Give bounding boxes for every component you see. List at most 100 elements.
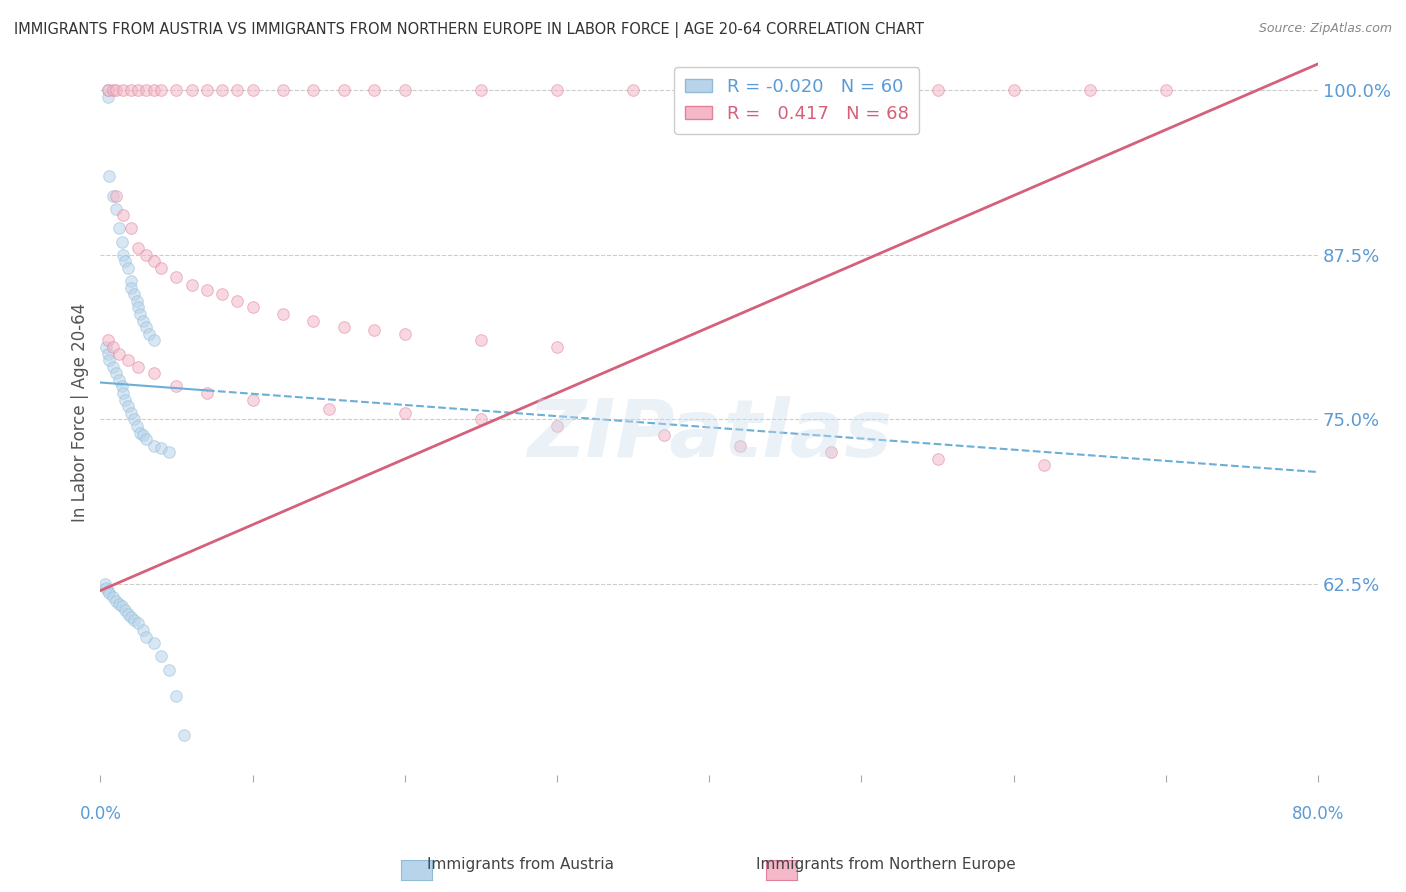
Point xyxy=(211,83,233,97)
Point xyxy=(135,248,157,262)
Point xyxy=(150,83,173,97)
Point xyxy=(112,386,135,401)
Point xyxy=(470,412,492,426)
Point xyxy=(101,83,124,97)
Point xyxy=(166,270,188,285)
Point xyxy=(101,188,124,202)
Point xyxy=(142,334,165,348)
Point xyxy=(98,169,121,183)
Point xyxy=(111,235,134,249)
Point xyxy=(120,610,142,624)
Point xyxy=(120,274,142,288)
Point xyxy=(226,83,249,97)
Point xyxy=(97,89,120,103)
Point xyxy=(927,451,949,466)
Point xyxy=(135,432,157,446)
Point xyxy=(104,202,127,216)
Point xyxy=(120,281,142,295)
Point xyxy=(363,323,385,337)
Point xyxy=(546,419,568,434)
Point xyxy=(94,577,117,591)
Point xyxy=(98,586,121,600)
Point xyxy=(211,287,233,301)
Point xyxy=(333,320,356,334)
Point xyxy=(127,616,149,631)
Point xyxy=(104,366,127,380)
Point xyxy=(127,241,149,255)
Point xyxy=(166,689,188,703)
Point xyxy=(150,442,173,456)
Point xyxy=(546,340,568,354)
Text: 80.0%: 80.0% xyxy=(1292,805,1344,823)
Point xyxy=(138,326,160,341)
Point xyxy=(111,379,134,393)
Point xyxy=(142,636,165,650)
Point xyxy=(697,83,720,97)
Point xyxy=(195,283,218,297)
Point xyxy=(117,353,139,368)
Point xyxy=(96,340,118,354)
Point xyxy=(394,83,416,97)
Point xyxy=(318,401,340,416)
Text: ZIPatlas: ZIPatlas xyxy=(527,395,891,474)
Point xyxy=(117,607,139,622)
Point xyxy=(97,83,120,97)
Point xyxy=(1033,458,1056,473)
Point xyxy=(107,597,129,611)
Point xyxy=(117,260,139,275)
Point xyxy=(112,248,135,262)
Point xyxy=(132,428,155,442)
Point xyxy=(166,83,188,97)
Point xyxy=(173,728,195,742)
Point xyxy=(242,301,264,315)
Point xyxy=(166,379,188,393)
Point xyxy=(114,254,136,268)
Point xyxy=(101,340,124,354)
Point xyxy=(135,630,157,644)
Point xyxy=(122,613,145,627)
Text: Immigrants from Austria: Immigrants from Austria xyxy=(426,857,614,872)
Point xyxy=(97,346,120,360)
Point xyxy=(122,412,145,426)
Point xyxy=(107,373,129,387)
Point xyxy=(652,428,675,442)
Point xyxy=(114,392,136,407)
Legend: R = -0.020   N = 60, R =   0.417   N = 68: R = -0.020 N = 60, R = 0.417 N = 68 xyxy=(675,67,920,134)
Point xyxy=(363,83,385,97)
Point xyxy=(470,83,492,97)
Point xyxy=(97,583,120,598)
Point xyxy=(195,83,218,97)
Point xyxy=(135,83,157,97)
Point xyxy=(120,83,142,97)
Point xyxy=(271,83,294,97)
Text: Source: ZipAtlas.com: Source: ZipAtlas.com xyxy=(1258,22,1392,36)
Point xyxy=(129,307,152,321)
Point xyxy=(125,293,148,308)
Text: 0.0%: 0.0% xyxy=(79,805,121,823)
Point xyxy=(104,594,127,608)
Point xyxy=(104,83,127,97)
Point xyxy=(112,83,135,97)
Point xyxy=(132,313,155,327)
Point xyxy=(180,278,202,293)
Point xyxy=(142,83,165,97)
Text: Immigrants from Northern Europe: Immigrants from Northern Europe xyxy=(756,857,1015,872)
Point xyxy=(394,326,416,341)
Point xyxy=(132,623,155,637)
Point xyxy=(117,399,139,413)
Point xyxy=(1078,83,1101,97)
Point xyxy=(97,83,120,97)
Point xyxy=(122,287,145,301)
Point xyxy=(394,406,416,420)
Point xyxy=(127,83,149,97)
Point xyxy=(112,208,135,222)
Point xyxy=(97,334,120,348)
Point xyxy=(546,83,568,97)
Point xyxy=(1154,83,1177,97)
Point xyxy=(927,83,949,97)
Point xyxy=(96,581,118,595)
Point xyxy=(775,83,797,97)
Point xyxy=(271,307,294,321)
Point xyxy=(621,83,644,97)
Point xyxy=(333,83,356,97)
